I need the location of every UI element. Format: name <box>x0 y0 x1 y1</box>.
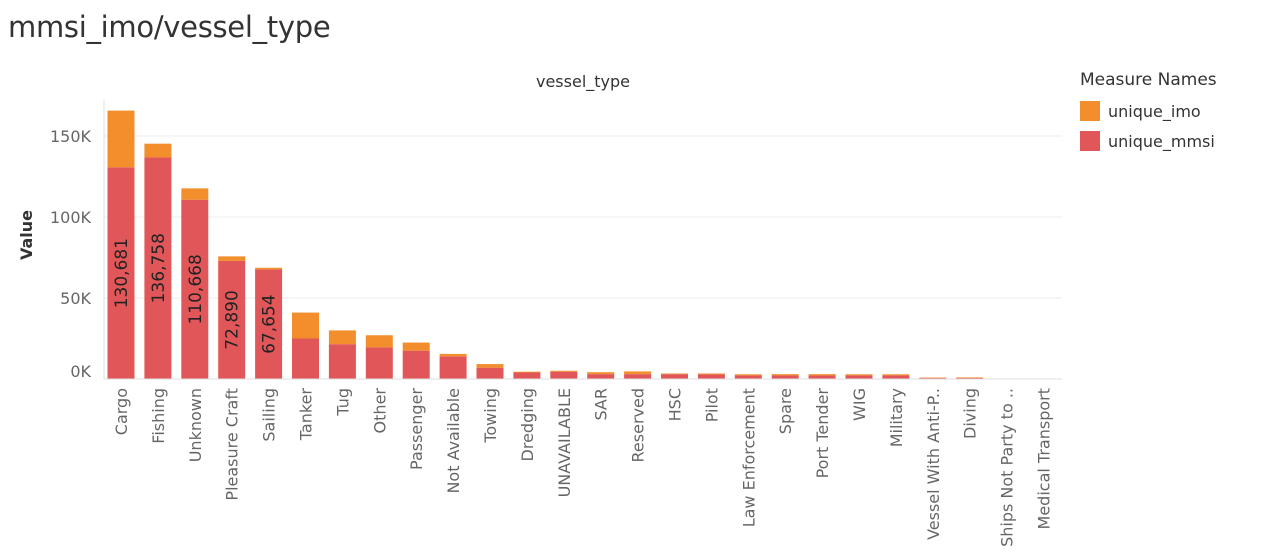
bar-unique-imo <box>439 353 467 357</box>
bar-unique-imo <box>328 330 356 345</box>
x-tick-label: Sailing <box>260 388 279 442</box>
bar-unique-imo <box>624 371 652 375</box>
x-tick-label: Unknown <box>186 388 205 462</box>
chart-title: vessel_type <box>536 72 630 92</box>
data-label: 110,668 <box>186 254 206 324</box>
x-tick-label: HSC <box>666 388 685 421</box>
data-label: 136,758 <box>149 233 169 303</box>
y-tick-label: 150K <box>50 127 92 146</box>
x-tick-label: Not Available <box>444 388 463 494</box>
x-tick-label: UNAVAILABLE <box>555 388 574 497</box>
bar-unique-imo <box>661 373 688 375</box>
bar-unique-imo <box>107 110 135 168</box>
bar-unique-mmsi <box>292 338 319 379</box>
x-tick-label: Tug <box>333 388 352 417</box>
bar-unique-mmsi <box>513 372 541 379</box>
x-tick-label: Vessel With Anti-P.. <box>924 388 943 540</box>
x-tick-label: Medical Transport <box>1035 388 1054 529</box>
bar-unique-mmsi <box>661 374 688 379</box>
bar-unique-imo <box>550 370 578 372</box>
bar-unique-mmsi <box>845 375 873 379</box>
legend-label-unique-imo: unique_imo <box>1108 101 1201 121</box>
bar-unique-mmsi <box>218 260 246 379</box>
legend-label-unique-mmsi: unique_mmsi <box>1108 131 1215 151</box>
bar-unique-imo <box>365 335 393 348</box>
x-tick-label: Tanker <box>297 388 316 442</box>
x-tick-label: SAR <box>592 388 611 421</box>
bar-unique-mmsi <box>882 375 910 379</box>
bar-unique-mmsi <box>328 344 356 379</box>
bar-unique-mmsi <box>697 374 725 379</box>
bar-unique-imo <box>697 373 725 375</box>
x-tick-label: Fishing <box>149 388 168 444</box>
data-label: 67,654 <box>260 294 280 353</box>
bar-unique-mmsi <box>144 157 172 379</box>
bar-unique-imo <box>845 374 873 376</box>
x-tick-label: Pilot <box>702 388 721 422</box>
y-axis-label: Value <box>17 210 36 260</box>
bar-unique-imo <box>771 374 799 376</box>
bar-unique-imo <box>402 342 430 351</box>
data-label: 130,681 <box>112 238 132 308</box>
bar-unique-mmsi <box>439 356 467 379</box>
x-tick-label: Diving <box>961 388 980 439</box>
label-layer: 130,681 136,758 110,668 72,890 67,654 <box>112 233 280 354</box>
legend-swatch-unique-mmsi <box>1080 131 1100 151</box>
bar-unique-mmsi <box>550 371 578 379</box>
bar-unique-mmsi <box>771 375 799 379</box>
bar-unique-imo <box>181 188 209 200</box>
bar-unique-mmsi <box>402 350 430 379</box>
bar-unique-mmsi <box>587 374 615 379</box>
legend-item-unique-imo[interactable]: unique_imo <box>1080 96 1217 126</box>
y-tick-label: 100K <box>50 208 92 227</box>
x-tick-label: Pleasure Craft <box>223 388 242 501</box>
x-tick-label: Spare <box>776 388 795 434</box>
axis-layer: vessel_type Value 0K 50K 100K 150K Cargo Fishin… <box>17 72 1062 547</box>
x-tick-label: Other <box>370 388 389 434</box>
x-tick-label: Cargo <box>112 388 131 435</box>
y-tick-label: 50K <box>60 289 91 308</box>
x-tick-label: Ships Not Party to .. <box>998 388 1017 547</box>
x-tick-label: Port Tender <box>813 388 832 479</box>
x-tick-label: Reserved <box>629 388 648 462</box>
bar-unique-imo <box>513 371 541 373</box>
bar-unique-imo <box>144 143 172 158</box>
x-tick-label: Law Enforcement <box>739 388 758 527</box>
bar-unique-mmsi <box>181 199 209 379</box>
legend-title: Measure Names <box>1080 70 1217 90</box>
bar-unique-mmsi <box>734 375 762 379</box>
bar-unique-imo <box>292 312 319 339</box>
bar-unique-imo <box>882 374 910 376</box>
x-tick-label: Military <box>887 388 906 447</box>
x-tick-label: Passenger <box>407 388 426 470</box>
legend-item-unique-mmsi[interactable]: unique_mmsi <box>1080 126 1217 156</box>
bar-unique-mmsi <box>365 347 393 379</box>
x-tick-label: Dredging <box>518 388 537 461</box>
bar-unique-imo <box>255 267 283 270</box>
page-title: mmsi_imo/vessel_type <box>8 10 331 44</box>
bar-unique-imo <box>808 374 836 376</box>
bar-unique-imo <box>734 374 762 376</box>
bar-layer <box>107 110 1057 379</box>
legend: Measure Names unique_imo unique_mmsi <box>1080 70 1217 156</box>
grid-layer <box>104 135 1062 380</box>
x-tick-label: WIG <box>850 388 869 421</box>
bar-unique-imo <box>587 372 615 375</box>
bar-unique-imo <box>476 364 504 368</box>
y-tick-label: 0K <box>70 362 91 381</box>
bar-unique-imo <box>218 256 246 261</box>
x-tick-label: Towing <box>481 388 500 444</box>
bar-unique-mmsi <box>476 367 504 379</box>
bar-unique-imo <box>956 377 984 379</box>
bar-unique-mmsi <box>624 374 652 379</box>
bar-unique-mmsi <box>107 167 135 379</box>
bar-unique-mmsi <box>255 269 283 379</box>
legend-swatch-unique-imo <box>1080 101 1100 121</box>
bar-unique-mmsi <box>808 375 836 379</box>
data-label: 72,890 <box>223 290 243 349</box>
